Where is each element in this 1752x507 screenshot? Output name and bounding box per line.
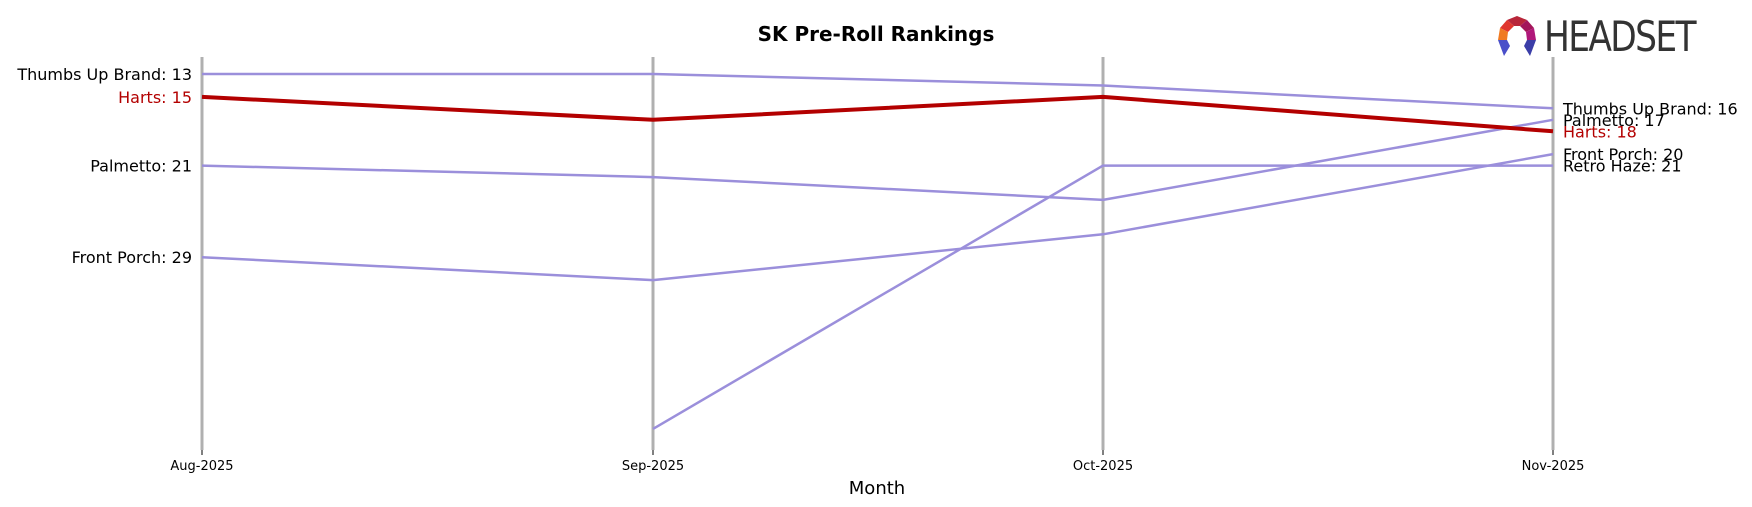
series-line-harts xyxy=(201,94,1554,134)
x-axis-label: Month xyxy=(849,478,905,499)
series-line-retro-haze xyxy=(652,164,1553,430)
headset-logo-icon xyxy=(1498,16,1536,56)
series-lines xyxy=(201,72,1554,430)
left-series-label: Harts: 15 xyxy=(118,88,192,107)
left-series-label: Palmetto: 21 xyxy=(90,157,192,176)
x-tick-label: Nov-2025 xyxy=(1522,459,1585,474)
series-labels: Thumbs Up Brand: 13 Harts: 15 Palmetto: 21… xyxy=(16,65,1737,267)
chart-title: SK Pre-Roll Rankings xyxy=(757,22,995,46)
x-tick-label: Sep-2025 xyxy=(622,459,684,474)
month-axes xyxy=(200,57,1555,455)
right-series-label: Harts: 18 xyxy=(1563,122,1637,141)
x-tick-label: Aug-2025 xyxy=(170,459,233,474)
right-series-label: Front Porch: 20 xyxy=(1563,145,1683,164)
right-series-label: Retro Haze: 21 xyxy=(1563,157,1682,176)
series-line-thumbs-up-brand xyxy=(202,72,1554,110)
left-series-label: Thumbs Up Brand: 13 xyxy=(16,65,192,84)
series-line-palmetto xyxy=(201,118,1554,202)
logo-text: HEADSET xyxy=(1544,12,1697,61)
x-tick-labels: Aug-2025 Sep-2025 Oct-2025 Nov-2025 xyxy=(170,459,1584,474)
series-line-front-porch xyxy=(201,152,1554,282)
headset-logo: HEADSET xyxy=(1494,12,1734,62)
right-series-label: Thumbs Up Brand: 16 xyxy=(1562,99,1738,118)
right-series-label: Palmetto: 17 xyxy=(1563,111,1665,130)
left-series-label: Front Porch: 29 xyxy=(72,248,192,267)
x-tick-label: Oct-2025 xyxy=(1073,459,1133,474)
